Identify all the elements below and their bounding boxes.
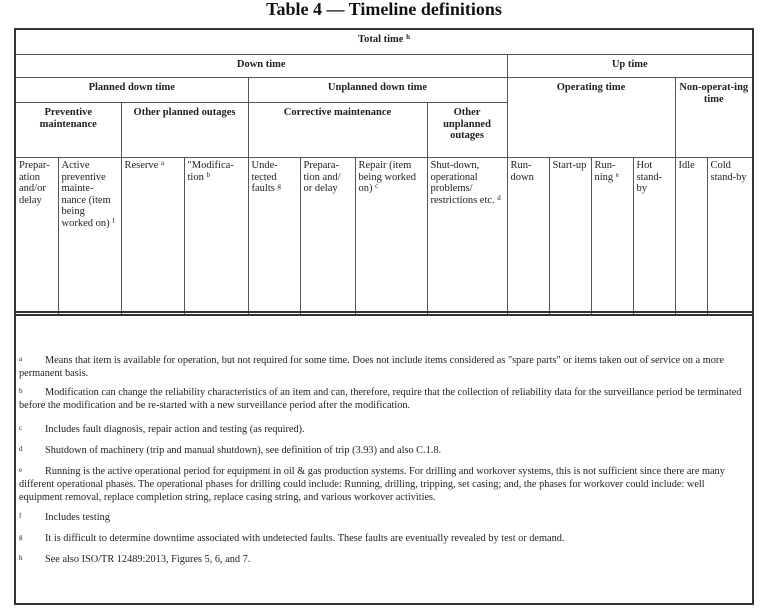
footnote-key: b	[19, 387, 23, 395]
footnote-key: e	[19, 466, 23, 474]
leaf-cell-text: Run-ning	[594, 160, 616, 183]
footnote-g: g It is difficult to determine downtime a…	[19, 531, 749, 545]
leaf-cell-text: Prepara-tion and/ or delay	[303, 160, 341, 194]
leaf-cell-text: Active preventive mainte-nance (item bei…	[61, 160, 111, 229]
footnote-text: Means that item is available for operati…	[19, 355, 724, 379]
footnote-text: Shutdown of machinery (trip and manual s…	[45, 445, 442, 456]
header-other-planned-outages: Other planned outages	[120, 102, 249, 158]
leaf-cell: "Modifica-tion b	[183, 157, 249, 316]
leaf-cell: Idle	[674, 157, 708, 316]
leaf-cell-text: Run-down	[510, 160, 534, 183]
leaf-cell-text: Shut-down, operational problems/ restric…	[430, 160, 495, 206]
leaf-cell-text: "Modifica-tion	[187, 160, 234, 183]
leaf-cell: Run-ning e	[590, 157, 634, 316]
footnote-ref: h	[406, 33, 410, 41]
leaf-cell: Start-up	[548, 157, 592, 316]
header-non-operating-time: Non-operat-ing time	[674, 77, 754, 158]
footnote-a: a Means that item is available for operat…	[19, 353, 749, 380]
header-planned-down-time: Planned down time	[14, 77, 249, 103]
header-corrective-maintenance: Corrective maintenance	[247, 102, 428, 158]
leaf-cell-text: Cold stand-by	[710, 160, 747, 183]
footnote-d: d Shutdown of machinery (trip and manual …	[19, 443, 749, 457]
footnote-e: e Running is the active operational perio…	[19, 464, 749, 504]
leaf-cell: Run-down	[506, 157, 550, 316]
footnote-key: f	[19, 512, 22, 520]
footnote-text: Running is the active operational period…	[19, 466, 725, 503]
footnote-ref: g	[277, 182, 281, 190]
leaf-cell-text: Repair (item being worked on)	[358, 160, 416, 194]
footnote-c: c Includes fault diagnosis, repair action…	[19, 422, 749, 436]
total-time-label: Total time	[358, 34, 404, 45]
leaf-cell: Shut-down, operational problems/ restric…	[426, 157, 508, 316]
footnote-ref: c	[375, 182, 379, 190]
leaf-cell: Active preventive mainte-nance (item bei…	[57, 157, 122, 316]
header-operating-time: Operating time	[506, 77, 676, 158]
header-down-time: Down time	[14, 54, 508, 78]
footnote-ref: f	[112, 216, 115, 225]
leaf-cell: Prepara-tion and/ or delay	[299, 157, 356, 316]
footnote-ref: b	[206, 170, 210, 179]
footnote-key: g	[19, 533, 23, 541]
header-preventive-maintenance: Preventive maintenance	[14, 102, 122, 158]
header-total-time: Total time h	[14, 28, 754, 55]
leaf-cell-text: Idle	[678, 160, 695, 171]
leaf-cell-text: Prepar-ation and/or delay	[19, 160, 50, 206]
footnote-h: h See also ISO/TR 12489:2013, Figures 5, …	[19, 552, 749, 566]
leaf-cell-text: Reserve	[124, 160, 159, 171]
leaf-cell: Hot stand-by	[632, 157, 676, 316]
footnote-text: See also ISO/TR 12489:2013, Figures 5, 6…	[45, 554, 251, 565]
leaf-cell: Cold stand-by	[706, 157, 754, 316]
footnote-ref: a	[160, 159, 165, 167]
footnote-text: It is difficult to determine downtime as…	[45, 533, 565, 544]
footnotes-box: a Means that item is available for operat…	[14, 311, 754, 605]
header-other-unplanned-outages: Other unplanned outages	[426, 102, 508, 158]
leaf-cell-text: Hot stand-by	[636, 160, 663, 194]
footnote-ref: d	[497, 193, 501, 202]
leaf-cell-text: Start-up	[552, 160, 587, 171]
leaf-cell: Prepar-ation and/or delay	[14, 157, 59, 316]
header-up-time: Up time	[506, 54, 754, 78]
footnote-text: Includes testing	[45, 512, 110, 523]
footnote-ref: e	[615, 170, 619, 179]
footnote-key: a	[19, 355, 23, 363]
footnote-key: h	[19, 554, 23, 562]
leaf-cell-text: Unde-tected faults	[251, 160, 278, 194]
footnote-f: f Includes testing	[19, 510, 749, 524]
footnote-key: c	[19, 424, 23, 432]
footnote-b: b Modification can change the reliability…	[19, 385, 749, 412]
footnote-text: Includes fault diagnosis, repair action …	[45, 424, 305, 435]
leaf-cell: Repair (item being worked on) c	[354, 157, 428, 316]
footnote-text: Modification can change the reliability …	[19, 387, 742, 411]
leaf-cell: Reserve a	[120, 157, 185, 316]
footnote-key: d	[19, 445, 23, 453]
table-title: Table 4 — Timeline definitions	[266, 0, 502, 19]
header-unplanned-down-time: Unplanned down time	[247, 77, 508, 103]
leaf-cell: Unde-tected faults g	[247, 157, 301, 316]
timeline-table: Total time h Down time Up time Planned d…	[14, 28, 754, 316]
